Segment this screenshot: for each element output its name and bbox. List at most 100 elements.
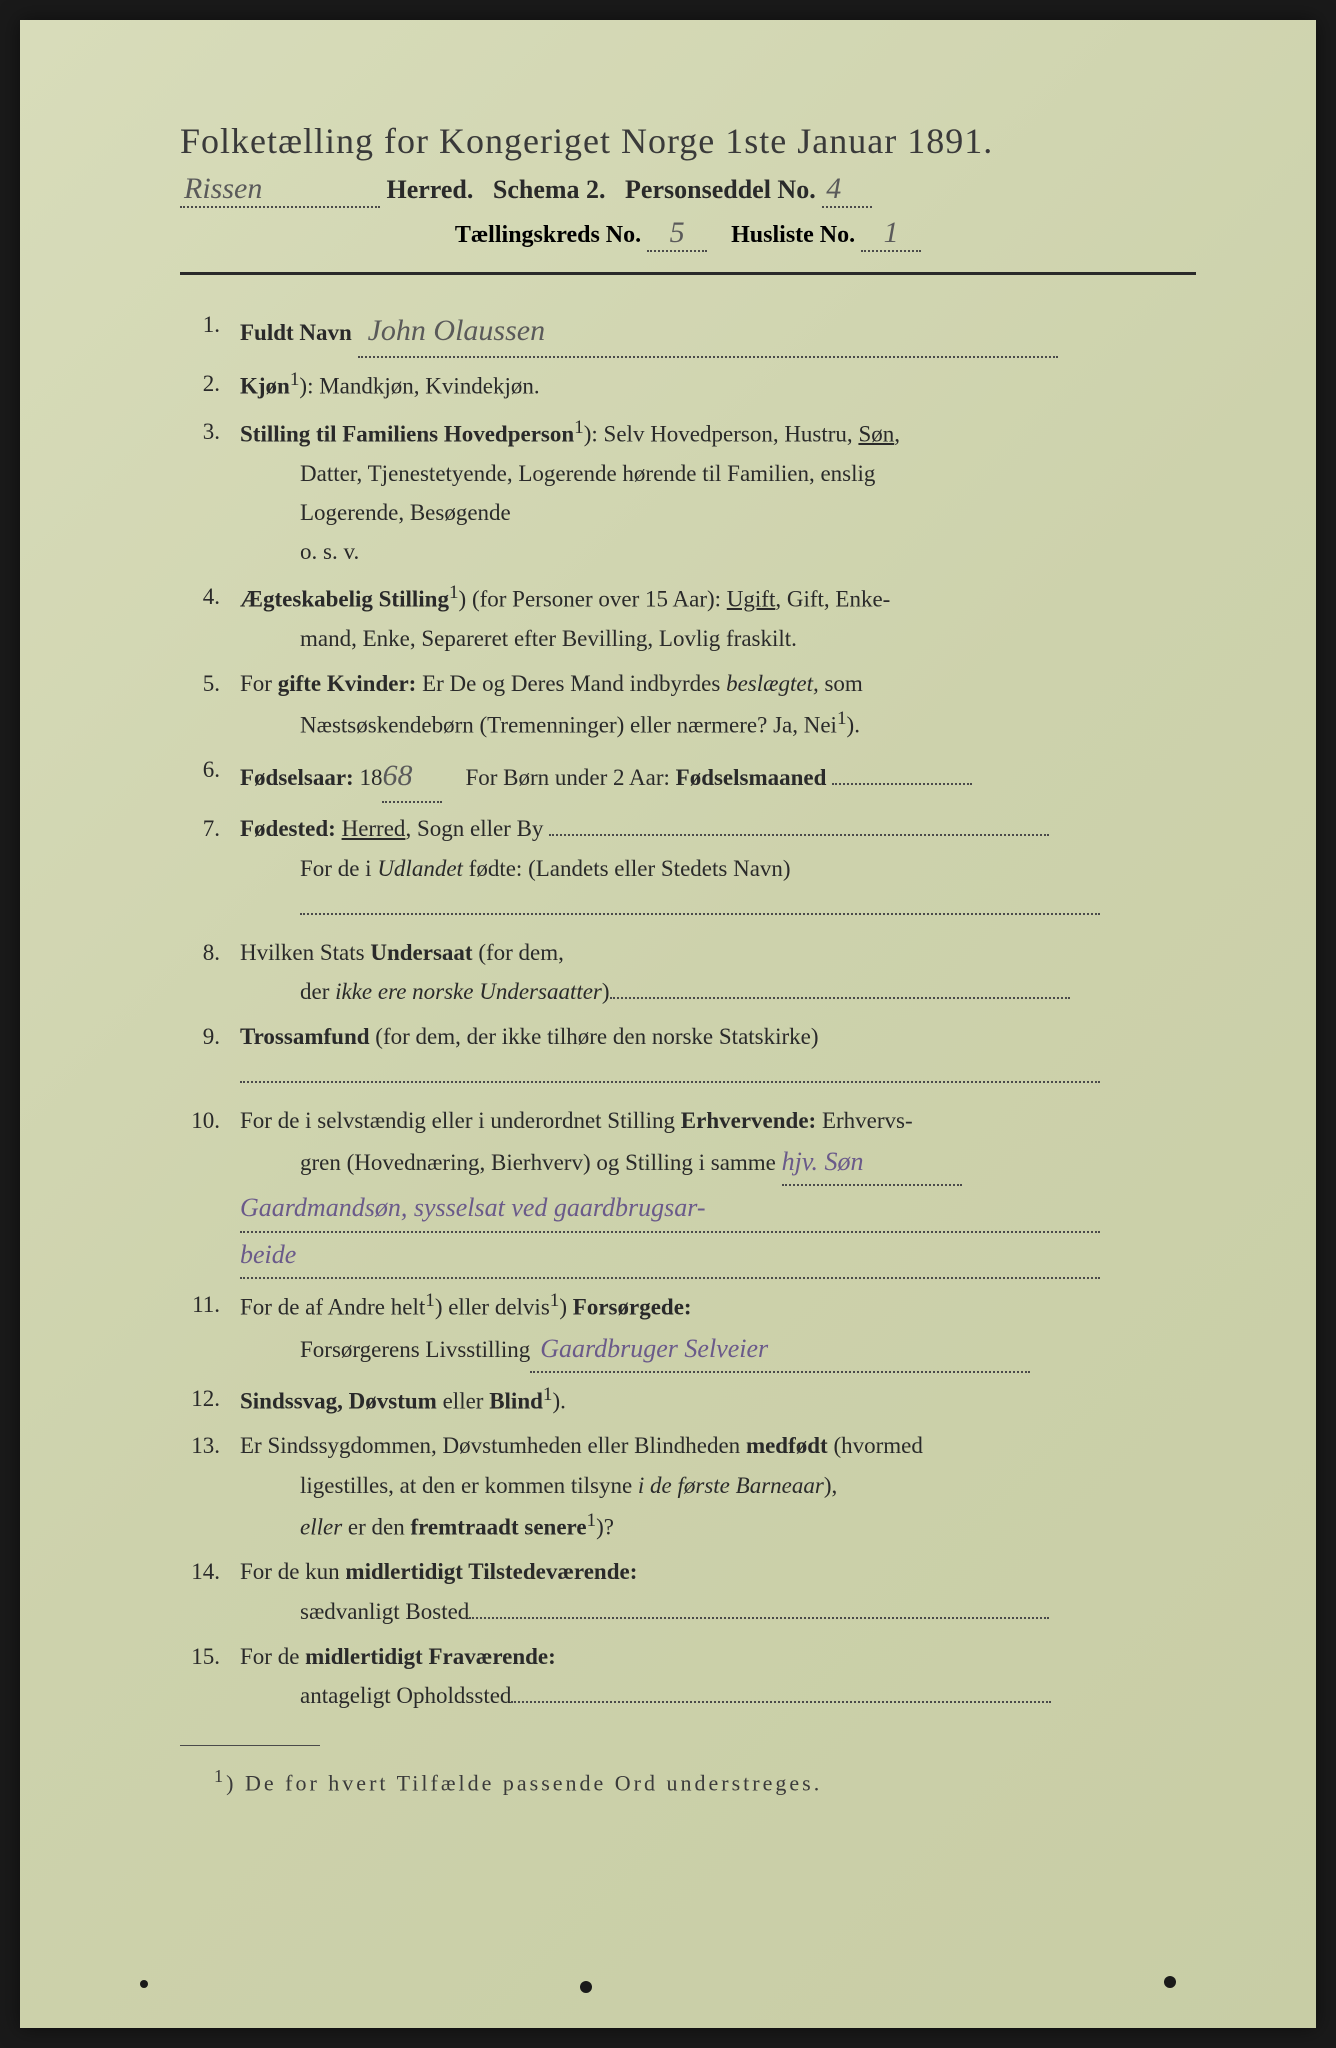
form-item-6: 6. Fødselsaar: 1868 For Børn under 2 Aar… bbox=[180, 750, 1196, 803]
field-label: Fødselsaar: bbox=[240, 765, 354, 790]
field-text: Datter, Tjenestetyende, Logerende hørend… bbox=[240, 454, 1196, 493]
form-item-11: 11. For de af Andre helt1) eller delvis1… bbox=[180, 1285, 1196, 1373]
footnote-body: ) De for hvert Tilfælde passende Ord und… bbox=[226, 1770, 822, 1795]
field-text: For de i bbox=[300, 856, 377, 881]
divider-rule bbox=[180, 272, 1196, 275]
field-label: Fødselsmaaned bbox=[676, 765, 827, 790]
field-text: der bbox=[300, 979, 335, 1004]
form-item-15: 15. For de midlertidigt Fraværende: anta… bbox=[180, 1637, 1196, 1715]
field-label: Fuldt Navn bbox=[240, 320, 352, 345]
husliste-value: 1 bbox=[861, 216, 921, 252]
form-item-12: 12. Sindssvag, Døvstum eller Blind1). bbox=[180, 1379, 1196, 1421]
item-number: 13. bbox=[180, 1426, 240, 1546]
handwritten-value: Gaardmandsøn, sysselsat ved gaardbrugsar… bbox=[240, 1186, 1100, 1232]
ink-spot bbox=[1164, 1976, 1176, 1988]
item-number: 12. bbox=[180, 1379, 240, 1421]
handwritten-value: Gaardbruger Selveier bbox=[530, 1327, 1030, 1373]
field-text: For de kun bbox=[240, 1559, 345, 1584]
item-number: 10. bbox=[180, 1101, 240, 1279]
item-number: 8. bbox=[180, 933, 240, 1011]
item-number: 1. bbox=[180, 305, 240, 358]
field-text: ): Selv Hovedperson, Hustru, bbox=[584, 421, 859, 446]
field-label: gifte Kvinder: bbox=[278, 671, 417, 696]
form-item-2: 2. Kjøn1): Mandkjøn, Kvindekjøn. bbox=[180, 364, 1196, 406]
field-text: For Børn under 2 Aar: bbox=[465, 765, 675, 790]
field-text: Er De og Deres Mand indbyrdes bbox=[416, 671, 726, 696]
field-text: (for dem, der ikke tilhøre den norske St… bbox=[370, 1024, 819, 1049]
field-text: ): Mandkjøn, Kvindekjøn. bbox=[299, 374, 539, 399]
field-text: ) bbox=[559, 1294, 572, 1319]
header-row-2: Tællingskreds No. 5 Husliste No. 1 bbox=[180, 216, 1196, 252]
field-text: , bbox=[894, 421, 900, 446]
field-text: For de bbox=[240, 1644, 305, 1669]
field-text: eller bbox=[437, 1388, 489, 1413]
name-value: John Olaussen bbox=[358, 305, 1058, 358]
handwritten-value: hjv. Søn bbox=[782, 1140, 962, 1186]
form-item-14: 14. For de kun midlertidigt Tilstedevære… bbox=[180, 1552, 1196, 1630]
main-title: Folketælling for Kongeriget Norge 1ste J… bbox=[180, 120, 1196, 162]
form-item-8: 8. Hvilken Stats Undersaat (for dem, der… bbox=[180, 933, 1196, 1011]
field-text: ), bbox=[824, 1473, 837, 1498]
footnote-ref: 1 bbox=[574, 417, 584, 438]
field-text: ). bbox=[847, 712, 860, 737]
field-text: For bbox=[240, 671, 278, 696]
selected-option: Ugift bbox=[727, 586, 776, 611]
item-number: 14. bbox=[180, 1552, 240, 1630]
field-label: Erhvervende: bbox=[681, 1108, 816, 1133]
field-text: )? bbox=[596, 1514, 614, 1539]
ink-spot bbox=[140, 1980, 148, 1988]
blank-field bbox=[300, 913, 1100, 915]
blank-field bbox=[511, 1701, 1051, 1703]
field-label: Sindssvag, Døvstum bbox=[240, 1388, 437, 1413]
item-number: 3. bbox=[180, 412, 240, 571]
schema-label: Schema 2. bbox=[493, 175, 606, 204]
item-number: 5. bbox=[180, 664, 240, 745]
field-text-italic: Udlandet bbox=[377, 856, 463, 881]
field-text-italic: eller bbox=[300, 1514, 342, 1539]
field-text: Logerende, Besøgende bbox=[240, 493, 1196, 532]
item-number: 4. bbox=[180, 577, 240, 658]
field-text: For de i selvstændig eller i underordnet… bbox=[240, 1108, 681, 1133]
field-label: Forsørgede: bbox=[573, 1294, 692, 1319]
field-text: ) bbox=[602, 979, 610, 1004]
blank-field bbox=[240, 1081, 1100, 1083]
footnote-ref: 1 bbox=[587, 1510, 597, 1531]
handwritten-value: beide bbox=[240, 1233, 1100, 1279]
item-number: 9. bbox=[180, 1017, 240, 1095]
blank-field bbox=[549, 834, 1049, 836]
selected-option: Herred bbox=[342, 816, 406, 841]
blank-field bbox=[832, 783, 972, 785]
field-label: Blind bbox=[489, 1388, 543, 1413]
personseddel-value: 4 bbox=[822, 172, 872, 208]
field-text: For de af Andre helt bbox=[240, 1294, 425, 1319]
form-item-3: 3. Stilling til Familiens Hovedperson1):… bbox=[180, 412, 1196, 571]
selected-option: Søn bbox=[858, 421, 894, 446]
field-text: (for dem, bbox=[473, 940, 564, 965]
field-text: (hvormed bbox=[828, 1433, 923, 1458]
footnote-ref: 1 bbox=[449, 582, 459, 603]
item-number: 15. bbox=[180, 1637, 240, 1715]
footnote-marker: 1 bbox=[214, 1766, 226, 1786]
footnote-ref: 1 bbox=[550, 1290, 560, 1311]
field-text: gren (Hovednæring, Bierhverv) og Stillin… bbox=[300, 1150, 776, 1175]
field-text-italic: i de første Barneaar bbox=[638, 1473, 824, 1498]
herred-label: Herred. bbox=[387, 175, 474, 204]
footnote-rule bbox=[180, 1745, 320, 1746]
form-item-5: 5. For gifte Kvinder: Er De og Deres Man… bbox=[180, 664, 1196, 745]
field-label: Undersaat bbox=[370, 940, 472, 965]
form-item-9: 9. Trossamfund (for dem, der ikke tilhør… bbox=[180, 1017, 1196, 1095]
field-text: mand, Enke, Separeret efter Bevilling, L… bbox=[240, 619, 1196, 658]
blank-field bbox=[469, 1617, 1049, 1619]
herred-value: Rissen bbox=[180, 172, 380, 208]
field-text: Hvilken Stats bbox=[240, 940, 370, 965]
field-text-italic: beslægtet, bbox=[726, 671, 819, 696]
footnote-text: 1) De for hvert Tilfælde passende Ord un… bbox=[180, 1766, 1196, 1796]
field-text: ligestilles, at den er kommen tilsyne bbox=[300, 1473, 638, 1498]
field-text: sædvanligt Bosted bbox=[300, 1599, 469, 1624]
census-form-page: Folketælling for Kongeriget Norge 1ste J… bbox=[20, 20, 1316, 2028]
field-label: fremtraadt senere bbox=[410, 1514, 586, 1539]
field-text-italic: ikke ere norske Undersaatter bbox=[335, 979, 602, 1004]
field-text: Næstsøskendebørn (Tremenninger) eller næ… bbox=[300, 712, 837, 737]
field-label: Fødested: bbox=[240, 816, 336, 841]
footnote-ref: 1 bbox=[837, 708, 847, 729]
